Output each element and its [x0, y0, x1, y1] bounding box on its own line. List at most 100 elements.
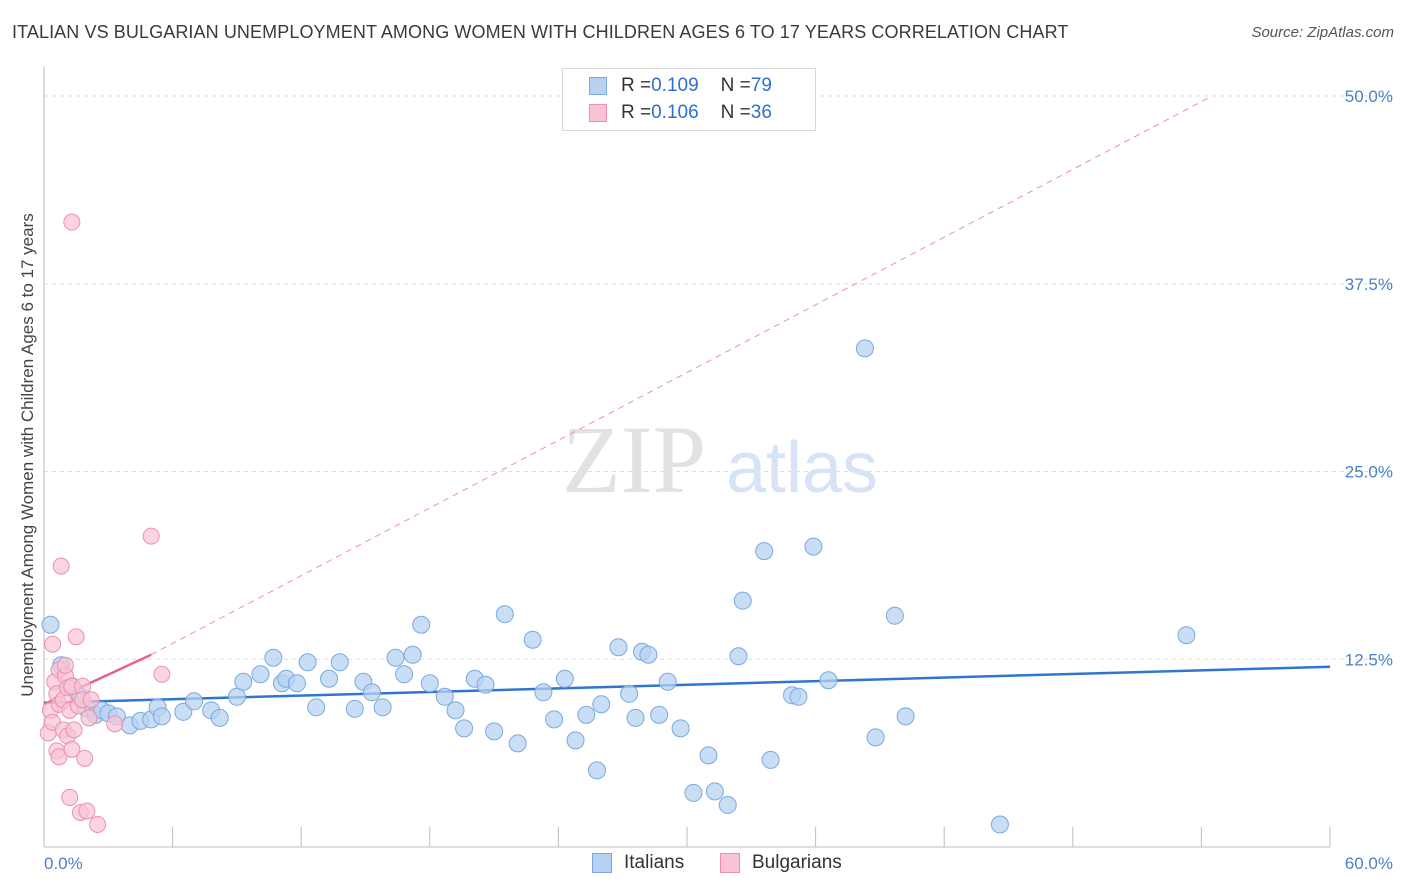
bulgarians-r-value: 0.106	[651, 102, 699, 123]
italians-point	[896, 707, 915, 726]
bulgarians-n-value: 36	[750, 102, 772, 123]
legend-item-bulgarians[interactable]: Bulgarians	[720, 852, 842, 874]
italians-point	[534, 683, 553, 702]
italians-point	[508, 734, 527, 753]
italians-n-label: N =	[720, 75, 751, 96]
italians-point	[592, 695, 611, 714]
italians-point	[403, 645, 422, 664]
italians-point	[320, 669, 339, 688]
axes	[43, 66, 1331, 848]
watermark-zip: ZIP	[562, 406, 706, 513]
bulgarians-point	[153, 665, 171, 683]
italians-point	[1177, 626, 1196, 645]
bulgarians-point	[89, 815, 107, 833]
italians-point	[455, 719, 474, 738]
chart-title: ITALIAN VS BULGARIAN UNEMPLOYMENT AMONG …	[12, 22, 1069, 42]
bulgarians-point	[76, 749, 94, 767]
italians-point	[152, 707, 171, 726]
italians-points	[41, 339, 1196, 834]
bulgarians-point	[82, 691, 100, 709]
italians-point	[373, 698, 392, 717]
italians-point	[227, 687, 246, 706]
bulgarians-point	[52, 557, 70, 575]
italians-point	[609, 638, 628, 657]
watermark-atlas: atlas	[726, 428, 878, 508]
italians-point	[990, 815, 1009, 834]
italians-n-value: 79	[750, 75, 772, 96]
italians-point	[234, 672, 253, 691]
italians-trend-line	[43, 665, 1331, 705]
italians-point	[566, 731, 585, 750]
bulgarians-swatch	[589, 104, 607, 122]
x-tick-label-max: 60.0%	[1345, 854, 1393, 873]
legend-row-bulgarians: R = 0.106 N = 36	[589, 102, 772, 124]
italians-point	[626, 708, 645, 727]
italians-point	[495, 605, 514, 624]
bulgarians-point	[80, 709, 98, 727]
bulgarians-point	[106, 715, 124, 733]
y-tick-label: 37.5%	[1345, 275, 1393, 294]
italians-point	[804, 537, 823, 556]
stats-legend: R = 0.109 N = 79 R = 0.106 N = 36	[562, 68, 816, 131]
italians-point	[658, 672, 677, 691]
italians-point	[446, 701, 465, 720]
bulgarians-point	[63, 740, 81, 758]
italians-point	[671, 719, 690, 738]
italians-point	[412, 615, 431, 634]
italians-point	[485, 722, 504, 741]
bulgarians-point	[65, 721, 83, 739]
italians-point	[650, 705, 669, 724]
italians-point	[684, 783, 703, 802]
trend-lines	[43, 95, 1331, 706]
italians-point	[885, 606, 904, 625]
x-tick-label-min: 0.0%	[44, 854, 83, 873]
italians-point	[395, 665, 414, 684]
legend-row-italians: R = 0.109 N = 79	[589, 75, 772, 97]
italians-point	[523, 630, 542, 649]
italians-point	[545, 710, 564, 729]
italians-legend-label: Italians	[624, 852, 685, 873]
italians-point	[41, 615, 60, 634]
italians-point	[330, 653, 349, 672]
italians-point	[729, 647, 748, 666]
italians-point	[639, 645, 658, 664]
bulgarians-point	[67, 628, 85, 646]
italians-point	[761, 750, 780, 769]
watermark: ZIP atlas	[562, 406, 878, 513]
italians-r-label: R =	[621, 75, 652, 96]
italians-point	[755, 542, 774, 561]
italians-point	[174, 702, 193, 721]
bulgarians-point	[78, 802, 96, 820]
italians-point	[476, 675, 495, 694]
italians-point	[362, 683, 381, 702]
bulgarians-point	[50, 748, 68, 766]
italians-point	[345, 699, 364, 718]
italians-legend-swatch	[592, 853, 612, 873]
italians-point	[307, 698, 326, 717]
bulgarians-point	[61, 788, 79, 806]
bulgarians-point	[63, 213, 81, 231]
italians-point	[587, 761, 606, 780]
italians-point	[251, 665, 270, 684]
legend-item-italians[interactable]: Italians	[592, 852, 684, 874]
bulgarians-trend-extended	[150, 95, 1213, 656]
source-label: Source: ZipAtlas.com	[1251, 24, 1394, 41]
italians-point	[210, 708, 229, 727]
italians-point	[555, 669, 574, 688]
italians-r-value: 0.109	[651, 75, 699, 96]
italians-point	[386, 648, 405, 667]
italians-point	[866, 728, 885, 747]
italians-point	[577, 705, 596, 724]
bulgarians-legend-label: Bulgarians	[752, 852, 842, 873]
y-tick-label: 12.5%	[1345, 650, 1393, 669]
italians-point	[264, 648, 283, 667]
italians-point	[855, 339, 874, 358]
italians-point	[420, 674, 439, 693]
bulgarians-point	[44, 635, 62, 653]
italians-point	[298, 653, 317, 672]
bulgarians-r-label: R =	[621, 102, 652, 123]
bulgarians-n-label: N =	[720, 102, 751, 123]
italians-swatch	[589, 77, 607, 95]
tick-labels: 12.5% 25.0% 37.5% 50.0% 0.0% 60.0%	[44, 87, 1393, 873]
y-tick-label: 25.0%	[1345, 463, 1393, 482]
